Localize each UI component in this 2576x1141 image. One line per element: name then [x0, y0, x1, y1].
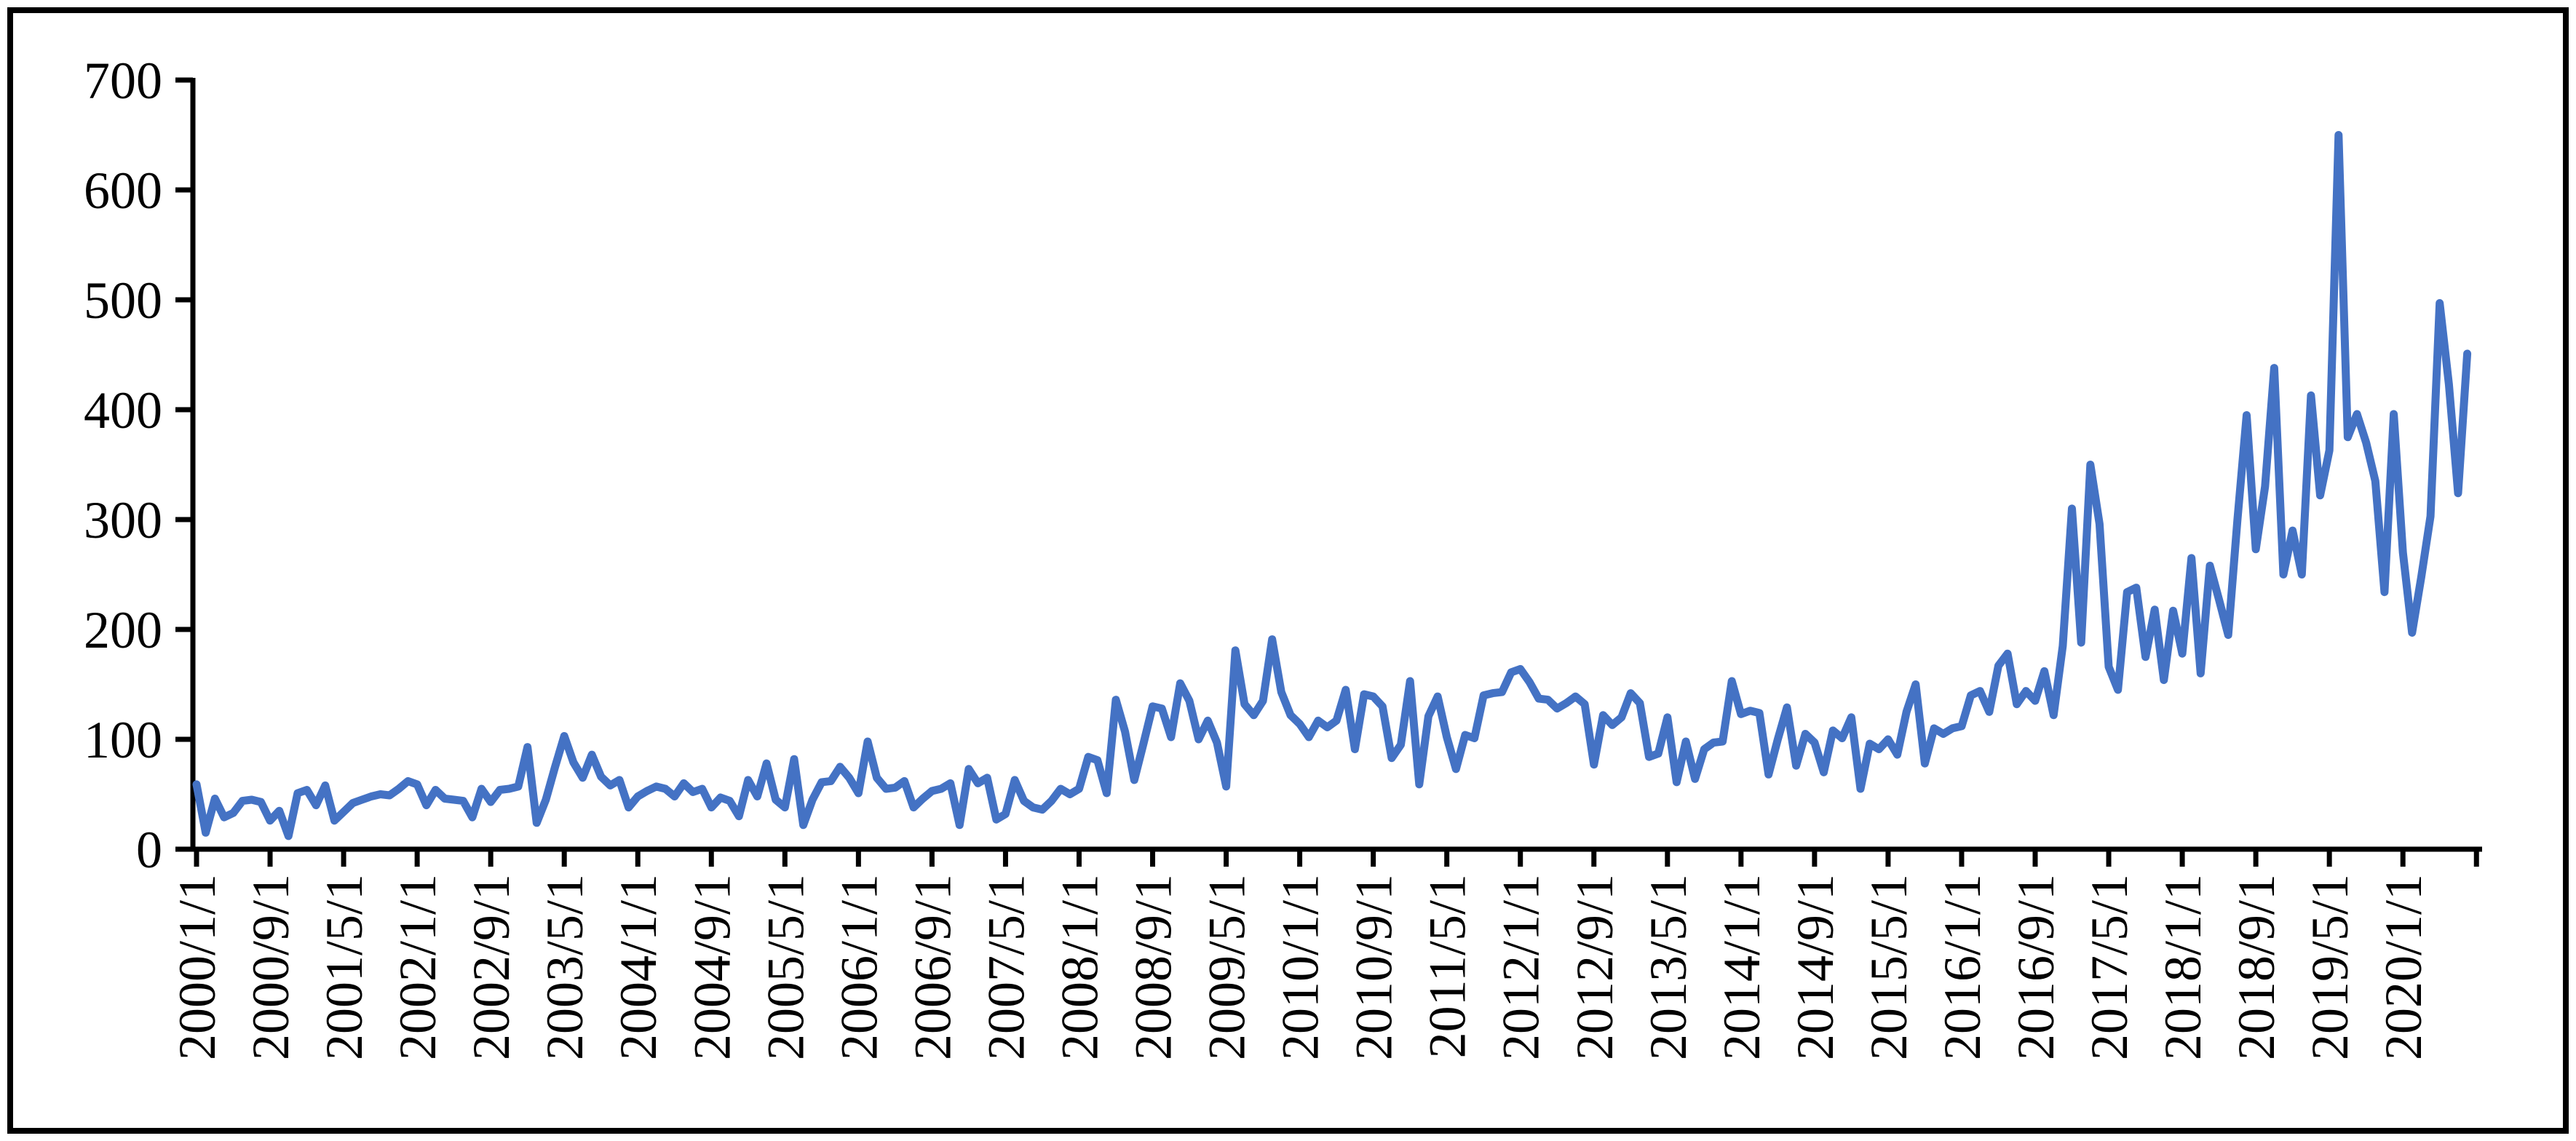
- y-tick-label: 700: [84, 52, 162, 110]
- x-tick-label: 2001/5/1: [315, 874, 373, 1060]
- x-tick-label: 2004/1/1: [609, 874, 667, 1060]
- x-tick-label: 2017/5/1: [2080, 874, 2139, 1060]
- y-tick-label: 100: [84, 711, 162, 769]
- x-tick-label: 2004/9/1: [683, 874, 741, 1060]
- x-tick-label: 2006/1/1: [830, 874, 888, 1060]
- y-tick-label: 200: [84, 601, 162, 659]
- x-tick-label: 2008/1/1: [1050, 874, 1109, 1060]
- y-tick-label: 0: [136, 821, 162, 879]
- x-tick-label: 2009/5/1: [1198, 874, 1256, 1060]
- x-axis-ticks: [194, 849, 2479, 867]
- x-tick-label: 2020/1/1: [2374, 874, 2433, 1060]
- x-tick-label: 2019/5/1: [2301, 874, 2359, 1060]
- y-axis-ticks: [175, 77, 193, 852]
- x-tick-label: 2016/9/1: [2007, 874, 2065, 1060]
- y-tick-label: 500: [84, 271, 162, 330]
- x-tick-label: 2008/9/1: [1125, 874, 1183, 1060]
- figure-frame: [7, 7, 2569, 1134]
- x-tick-label: 2000/9/1: [242, 874, 300, 1060]
- x-tick-label: 2012/9/1: [1566, 874, 1624, 1060]
- x-tick-label: 2011/5/1: [1419, 874, 1477, 1058]
- y-tick-label: 600: [84, 162, 162, 220]
- x-axis-labels: 2000/1/1 2000/9/1 2001/5/1 2002/1/1 2002/9/1…: [168, 874, 2433, 1060]
- x-tick-label: 2018/1/1: [2154, 874, 2212, 1060]
- x-tick-label: 2007/5/1: [977, 874, 1035, 1060]
- x-tick-label: 2014/9/1: [1786, 874, 1844, 1060]
- x-tick-label: 2010/9/1: [1345, 874, 1403, 1060]
- x-tick-label: 2006/9/1: [903, 874, 962, 1060]
- x-tick-label: 2014/1/1: [1713, 874, 1771, 1060]
- x-tick-label: 2000/1/1: [168, 874, 226, 1060]
- x-tick-label: 2010/1/1: [1272, 874, 1330, 1060]
- x-tick-label: 2012/1/1: [1492, 874, 1550, 1060]
- x-tick-label: 2003/5/1: [536, 874, 594, 1060]
- x-tick-label: 2015/5/1: [1860, 874, 1918, 1060]
- data-line-monthly-value: [192, 131, 2472, 840]
- x-tick-label: 2002/9/1: [462, 874, 520, 1060]
- x-tick-label: 2013/5/1: [1639, 874, 1697, 1060]
- y-tick-label: 400: [84, 381, 162, 440]
- y-axis-labels: 0 100 200 300 400 500 600 700: [84, 52, 162, 879]
- x-tick-label: 2018/9/1: [2227, 874, 2286, 1060]
- x-tick-label: 2002/1/1: [389, 874, 447, 1060]
- data-series-group: [192, 131, 2472, 840]
- x-tick-label: 2005/5/1: [756, 874, 815, 1060]
- y-tick-label: 300: [84, 491, 162, 549]
- x-tick-label: 2016/1/1: [1933, 874, 1992, 1060]
